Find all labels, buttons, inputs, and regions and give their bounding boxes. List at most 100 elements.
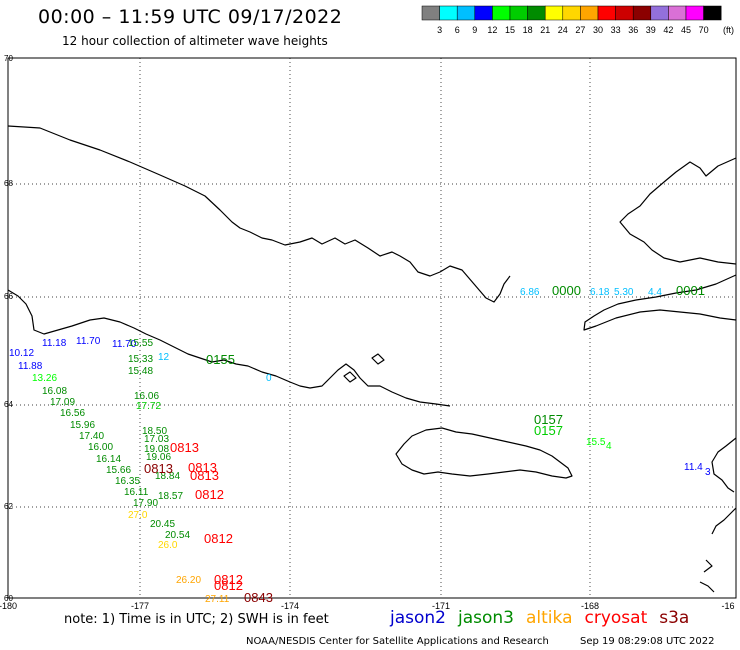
latitude-label: 64: [4, 400, 13, 409]
track-value-label: 20.45: [150, 519, 175, 530]
track-value-label: 0155: [206, 352, 235, 367]
colorbar-label: 15: [505, 25, 515, 35]
track-value-label: 0812: [214, 578, 243, 593]
coastlines: [7, 125, 737, 593]
longitude-label: -171: [432, 601, 450, 611]
satellite-name: cryosat: [584, 608, 648, 628]
track-value-label: 18.84: [155, 471, 180, 482]
track-value-label: 13.26: [32, 373, 57, 384]
track-value-label: 16.08: [42, 386, 67, 397]
track-value-label: 27.0: [128, 510, 148, 521]
track-value-label: 16.00: [88, 442, 113, 453]
longitude-label: -16: [721, 601, 734, 611]
track-value-label: 17.72: [136, 401, 161, 412]
track-value-label: 11.4: [684, 462, 703, 473]
colorbar-label: 27: [575, 25, 585, 35]
track-value-label: 15.33: [128, 354, 153, 365]
track-value-label: 15.48: [128, 366, 153, 377]
colorbar-label: 30: [593, 25, 603, 35]
track-value-label: 0812: [195, 487, 224, 502]
colorbar-label: 45: [681, 25, 691, 35]
colorbar-label: 9: [472, 25, 477, 35]
track-value-label: 0000: [552, 283, 581, 298]
track-value-label: 6.86: [520, 287, 540, 298]
track-value-label: 0157: [534, 423, 563, 438]
track-value-label: 4.4: [648, 287, 662, 298]
track-value-label: 15.66: [106, 465, 131, 476]
longitude-label: -180: [0, 601, 17, 611]
track-value-label: 0813: [144, 461, 173, 476]
track-value-label: 0: [266, 373, 272, 384]
track-value-label: 16.56: [60, 408, 85, 419]
track-value-label: 26.20: [176, 575, 201, 586]
colorbar-label: 33: [611, 25, 621, 35]
track-value-label: 0813: [170, 440, 199, 455]
track-value-label: 20.54: [165, 530, 190, 541]
track-value-label: 4: [606, 441, 612, 452]
track-value-label: 0843: [244, 590, 273, 605]
track-value-label: 16.35: [115, 476, 140, 487]
satellite-name: s3a: [659, 608, 690, 628]
wave-height-colorbar: 3 6 9 12 15 18 21 24 27 30 33 36 39 42 45 70 (ft): [421, 5, 734, 35]
track-value-label: 3: [705, 467, 711, 478]
latitude-label: 70: [4, 54, 13, 63]
latitude-label: 62: [4, 502, 13, 511]
map-title: 00:00 – 11:59 UTC 09/17/2022: [38, 6, 343, 28]
track-value-label: 17.09: [50, 397, 75, 408]
track-value-label: 15.55: [128, 338, 153, 349]
latitude-label: 60: [4, 594, 13, 603]
credit-text: NOAA/NESDIS Center for Satellite Applica…: [246, 636, 549, 647]
track-value-label: 0001: [676, 283, 705, 298]
track-value-label: 16.14: [96, 454, 121, 465]
track-value-label: 19.06: [146, 452, 171, 463]
map-subtitle: 12 hour collection of altimeter wave hei…: [62, 34, 328, 48]
track-value-label: 0813: [190, 468, 219, 483]
latitude-label: 68: [4, 179, 13, 188]
axis-labels: -180 -177 -174 -171 -168 -16 70 68 66 64 62 60: [0, 54, 735, 611]
colorbar-label: 70: [699, 25, 709, 35]
generated-timestamp: Sep 19 08:29:08 UTC 2022: [580, 636, 715, 647]
track-value-label: 11.70: [76, 336, 101, 347]
track-value-label: 27.11: [205, 594, 230, 605]
satellite-name: altika: [526, 608, 573, 628]
track-value-label: 0157: [534, 412, 563, 427]
latitude-label: 66: [4, 292, 13, 301]
colorbar-swatch: [703, 5, 722, 21]
footnote: note: 1) Time is in UTC; 2) SWH is in fe…: [64, 612, 329, 627]
track-value-label: 15.5: [586, 437, 606, 448]
track-value-label: 5.30: [614, 287, 634, 298]
longitude-label: -177: [131, 601, 149, 611]
longitude-label: -174: [281, 601, 299, 611]
track-value-label: 19.08: [144, 444, 169, 455]
track-value-label: 17.90: [133, 498, 158, 509]
track-value-label: 0813: [188, 460, 217, 475]
colorbar-label: 36: [628, 25, 638, 35]
colorbar-label: 12: [487, 25, 497, 35]
longitude-label: -168: [581, 601, 599, 611]
track-value-label: 15.96: [70, 420, 95, 431]
colorbar-label: 6: [455, 25, 460, 35]
colorbar-label: 3: [437, 25, 442, 35]
graticule: [8, 58, 736, 598]
track-value-label: 26.0: [158, 540, 178, 551]
track-value-label: 18.57: [158, 491, 183, 502]
map-frame: [7, 57, 737, 599]
colorbar-label: 42: [663, 25, 673, 35]
colorbar-label: 21: [540, 25, 550, 35]
track-value-label: 12: [158, 352, 170, 363]
track-value-label: 11.18: [42, 338, 67, 349]
track-value-label: 16.11: [124, 487, 149, 498]
satellite-name: jason2: [390, 608, 446, 628]
track-value-label: 6.18: [590, 287, 610, 298]
track-value-label: 17.40: [79, 431, 104, 442]
satellite-legend: jason2 jason3 altika cryosat s3a: [390, 608, 701, 628]
colorbar-unit: (ft): [723, 25, 734, 35]
track-value-label: 10.12: [9, 348, 34, 359]
colorbar-label: 24: [558, 25, 568, 35]
track-value-label: 11.70: [112, 339, 137, 350]
track-value-label: 11.88: [18, 361, 43, 372]
colorbar-label: 18: [523, 25, 533, 35]
track-value-label: 17.03: [144, 434, 169, 445]
